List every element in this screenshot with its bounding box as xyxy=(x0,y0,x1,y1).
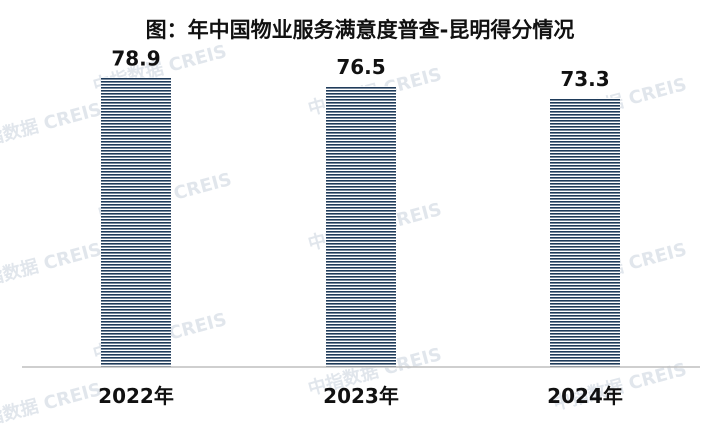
watermark-text: 中指数据 CREIS xyxy=(0,378,104,433)
bar-2 xyxy=(326,86,396,368)
bar-3 xyxy=(550,97,620,367)
x-tick-label-2: 2023年 xyxy=(323,384,399,408)
bars-group xyxy=(101,77,620,368)
chart-title: 图：年中国物业服务满意度普查-昆明得分情况 xyxy=(145,18,575,42)
watermark-text: 中指数据 CREIS xyxy=(0,238,104,295)
labels-group: 78.9 2022年 76.5 2023年 73.3 2024年 xyxy=(98,46,623,408)
data-label-1: 78.9 xyxy=(111,46,160,70)
watermark-text: 中指数据 CREIS xyxy=(0,98,104,155)
x-tick-label-3: 2024年 xyxy=(547,384,623,408)
data-label-3: 73.3 xyxy=(560,67,609,91)
x-tick-label-1: 2022年 xyxy=(98,384,174,408)
bar-1 xyxy=(101,77,171,367)
data-label-2: 76.5 xyxy=(336,55,385,79)
